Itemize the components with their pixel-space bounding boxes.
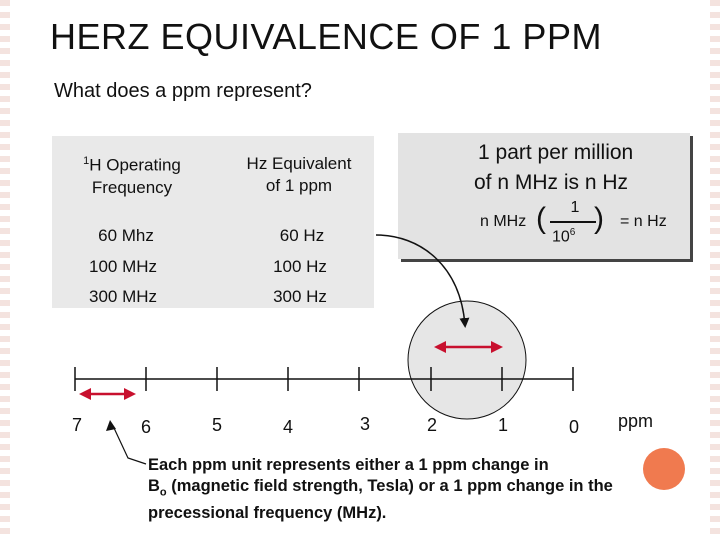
table-cell-frequency: 60 Mhz xyxy=(98,226,154,245)
one-ppm-double-arrow xyxy=(434,341,503,353)
formula-numerator: 1 xyxy=(570,199,580,216)
ppm-definition-box: 1 part per million of n MHz is n Hz n MH… xyxy=(398,133,690,259)
definition-line-1: 1 part per million xyxy=(478,141,634,164)
double-arrow-head-left xyxy=(79,388,91,400)
header-line: of 1 ppm xyxy=(265,176,333,195)
axis-label: 5 xyxy=(211,415,222,435)
note-pointer-head xyxy=(106,420,116,431)
note-symbol-b: B xyxy=(148,477,160,495)
table-cell-hz: 100 Hz xyxy=(273,257,327,276)
table-cell-frequency: 300 MHz xyxy=(88,287,158,306)
axis-label: 1 xyxy=(497,415,508,435)
note-pointer-line xyxy=(113,427,147,465)
axis-label: 3 xyxy=(359,414,370,434)
fraction-bar xyxy=(550,221,596,223)
page-title: HERZ EQUIVALENCE OF 1 PPM xyxy=(50,16,602,57)
column-header-operating-frequency: 1H Operating Frequency xyxy=(62,150,202,199)
frequency-table: 1H Operating Frequency Hz Equivalent of … xyxy=(52,136,374,308)
formula-right-paren: ) xyxy=(594,202,604,235)
header-superscript: 1 xyxy=(83,155,90,167)
table-cell-hz: 300 Hz xyxy=(273,287,327,306)
formula-result: = n Hz xyxy=(620,213,667,230)
formula-denominator: 106 xyxy=(552,227,575,246)
axis-label: 2 xyxy=(426,415,437,435)
highlight-circle xyxy=(407,300,527,420)
double-arrow-head-left xyxy=(434,341,446,353)
double-arrow-head-right xyxy=(491,341,503,353)
table-cell-hz: 60 Hz xyxy=(279,226,325,245)
note-symbol-subscript: o xyxy=(159,486,167,499)
decorative-border-right xyxy=(710,0,720,540)
header-line: Frequency xyxy=(91,177,173,197)
note-text-part-2: (magnetic field strength, Tesla) or a 1 … xyxy=(148,477,613,523)
explanatory-note: Each ppm unit represents either a 1 ppm … xyxy=(148,455,688,524)
axis-label: 0 xyxy=(568,417,579,437)
decorative-orange-circle xyxy=(643,448,685,490)
connector-arrow xyxy=(375,234,470,328)
axis-label: 7 xyxy=(71,415,82,435)
axis-ticks xyxy=(74,367,574,391)
axis-label: 4 xyxy=(282,417,293,437)
double-arrow-head-right xyxy=(124,388,136,400)
formula-n-mhz: n MHz xyxy=(480,213,527,230)
axis-unit-label: ppm xyxy=(618,411,654,431)
header-line: Hz Equivalent xyxy=(246,154,352,173)
column-header-hz-equivalent: Hz Equivalent of 1 ppm xyxy=(224,153,374,197)
decorative-border-left xyxy=(0,0,10,540)
page-subtitle: What does a ppm represent? xyxy=(54,80,312,102)
definition-line-2: of n MHz is n Hz xyxy=(474,171,629,194)
denominator-base: 10 xyxy=(552,228,570,246)
note-text-part-1: Each ppm unit represents either a 1 ppm … xyxy=(148,456,549,474)
axis-label: 6 xyxy=(140,417,151,437)
denominator-exponent: 6 xyxy=(569,227,576,238)
formula-left-paren: ( xyxy=(536,202,546,235)
header-line: H Operating xyxy=(89,155,181,175)
table-cell-frequency: 100 MHz xyxy=(88,257,158,276)
seven-to-six-double-arrow xyxy=(79,388,136,400)
